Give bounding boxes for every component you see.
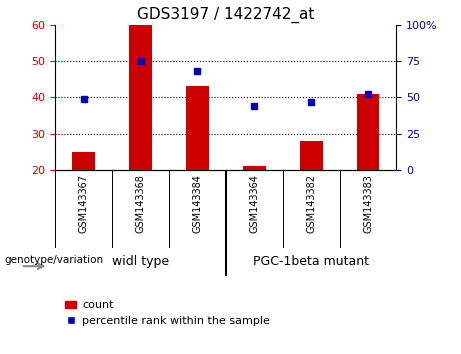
Text: GSM143364: GSM143364	[249, 174, 260, 233]
Text: GSM143368: GSM143368	[136, 174, 146, 233]
Bar	[186, 86, 209, 170]
Text: GSM143384: GSM143384	[192, 174, 202, 233]
Bar	[243, 166, 266, 170]
Bar	[300, 141, 323, 170]
Text: GSM143383: GSM143383	[363, 174, 373, 233]
Text: widl type: widl type	[112, 256, 169, 268]
Text: genotype/variation: genotype/variation	[5, 255, 104, 265]
Text: PGC-1beta mutant: PGC-1beta mutant	[253, 256, 369, 268]
Bar	[129, 25, 152, 170]
Title: GDS3197 / 1422742_at: GDS3197 / 1422742_at	[137, 7, 314, 23]
Legend: count, percentile rank within the sample: count, percentile rank within the sample	[61, 296, 274, 330]
Text: GSM143382: GSM143382	[306, 174, 316, 233]
Bar	[72, 152, 95, 170]
Text: GSM143367: GSM143367	[79, 174, 89, 233]
Bar	[357, 94, 379, 170]
